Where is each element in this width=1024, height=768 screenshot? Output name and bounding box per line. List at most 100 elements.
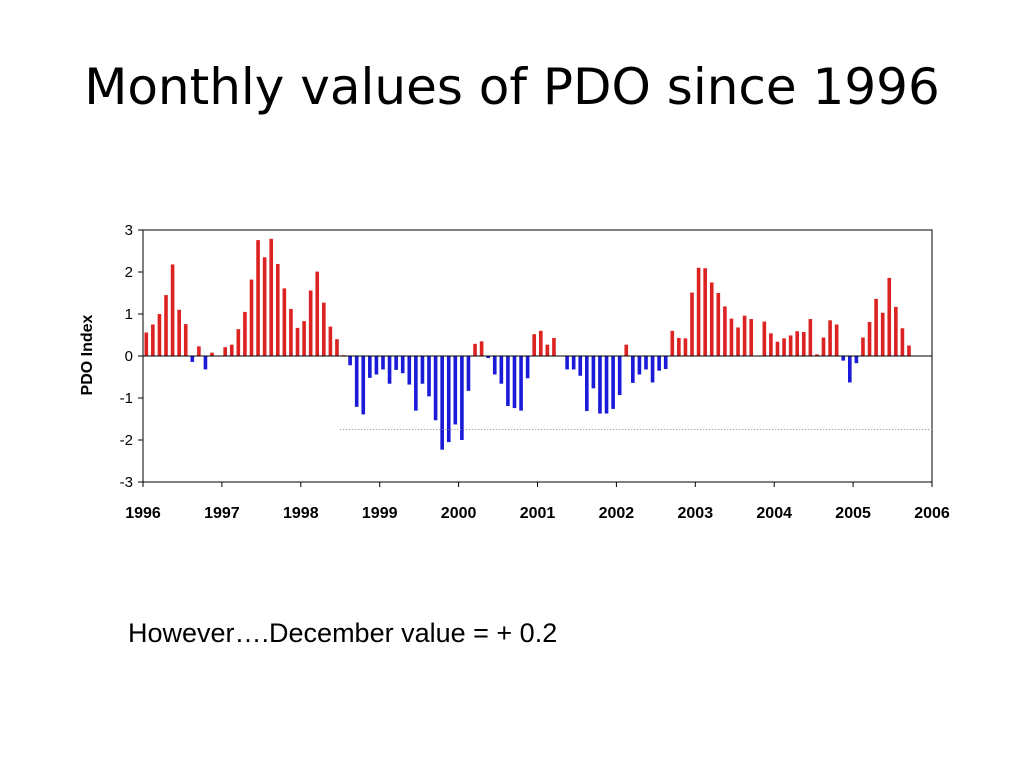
bar	[466, 356, 471, 391]
y-axis-label: PDO Index	[79, 314, 96, 395]
x-tick-label: 1998	[283, 505, 319, 522]
y-tick-label: -3	[120, 474, 133, 491]
bar	[394, 356, 398, 370]
bar	[795, 331, 800, 356]
bar	[709, 282, 714, 356]
bar	[433, 356, 438, 421]
bar	[887, 277, 892, 356]
bar	[190, 356, 195, 362]
bar	[512, 356, 517, 409]
bar	[762, 321, 767, 356]
bar	[499, 356, 504, 384]
bar	[532, 334, 537, 356]
bar	[657, 356, 661, 371]
bar	[282, 288, 287, 356]
bar	[479, 341, 484, 356]
bar	[243, 311, 247, 356]
bar	[374, 356, 379, 375]
y-tick-label: 1	[125, 306, 133, 323]
slide-title: Monthly values of PDO since 1996	[84, 58, 940, 116]
bar	[828, 320, 832, 356]
pdo-bar-chart: 3 2 1 0 -1 -2 -3 1996 1997 1998 1999 2000 2001 2002 2…	[79, 222, 950, 522]
bar	[407, 356, 412, 385]
bar	[624, 344, 629, 356]
y-tick-label: 3	[125, 222, 133, 239]
bar	[269, 238, 274, 356]
bar	[749, 319, 753, 356]
bar	[848, 356, 852, 383]
bar	[473, 343, 477, 356]
bar	[289, 308, 293, 356]
bar	[460, 356, 464, 440]
x-tick-label: 2003	[678, 505, 714, 522]
bar	[907, 345, 911, 356]
bar	[782, 338, 786, 356]
bar	[617, 356, 622, 396]
bar	[420, 356, 425, 384]
bar	[308, 290, 313, 356]
bar	[683, 338, 688, 356]
bar	[203, 356, 208, 370]
bar	[170, 264, 175, 356]
bar	[663, 356, 668, 370]
y-tick-label: 0	[125, 348, 133, 365]
bar	[565, 356, 569, 370]
bar	[348, 356, 352, 366]
bar	[723, 306, 727, 356]
bar	[262, 257, 267, 356]
bar	[446, 356, 451, 443]
bar	[525, 356, 530, 379]
bar	[256, 240, 260, 356]
bar	[690, 292, 694, 356]
x-tick-label: 2002	[599, 505, 635, 522]
bar	[322, 302, 326, 356]
bar	[552, 337, 556, 356]
bar	[650, 356, 655, 383]
bar	[315, 271, 320, 356]
bar	[335, 339, 339, 356]
bar	[387, 356, 392, 384]
bar	[249, 279, 254, 356]
bar	[644, 356, 648, 370]
bar	[368, 356, 372, 378]
bar	[506, 356, 510, 406]
bar	[236, 329, 241, 356]
bar	[414, 356, 418, 411]
bar	[427, 356, 431, 397]
bar	[716, 293, 721, 356]
bar	[696, 267, 701, 356]
bar	[611, 356, 615, 409]
bar	[177, 309, 181, 356]
bar	[604, 356, 609, 414]
bar	[545, 344, 550, 356]
x-tick-label: 2005	[835, 505, 871, 522]
bar	[585, 356, 589, 412]
bar	[637, 356, 642, 375]
x-tick-label: 1997	[204, 505, 240, 522]
bar	[670, 330, 675, 356]
bar	[815, 354, 819, 356]
bar	[571, 356, 576, 370]
bar	[703, 268, 707, 356]
x-tick-label: 2004	[756, 505, 792, 522]
bar	[492, 356, 497, 375]
bar	[183, 324, 188, 356]
x-tick-label: 2000	[441, 505, 477, 522]
bar	[736, 327, 740, 356]
bar	[275, 264, 280, 356]
bar	[742, 315, 747, 356]
bar	[440, 356, 444, 450]
bar	[677, 337, 681, 356]
bar	[867, 321, 872, 356]
x-tick-label: 1999	[362, 505, 398, 522]
bar	[788, 335, 793, 356]
x-tick-label: 2006	[914, 505, 950, 522]
bar	[144, 332, 149, 356]
bar	[157, 314, 162, 356]
y-tick-label: -2	[120, 432, 133, 449]
x-tick-labels: 1996 1997 1998 1999 2000 2001 2002 2003 2004 2005…	[125, 505, 950, 522]
y-tick-labels: 3 2 1 0 -1 -2 -3	[120, 222, 133, 491]
y-tick-label: 2	[125, 264, 133, 281]
bar	[381, 356, 385, 370]
bar	[295, 327, 300, 356]
